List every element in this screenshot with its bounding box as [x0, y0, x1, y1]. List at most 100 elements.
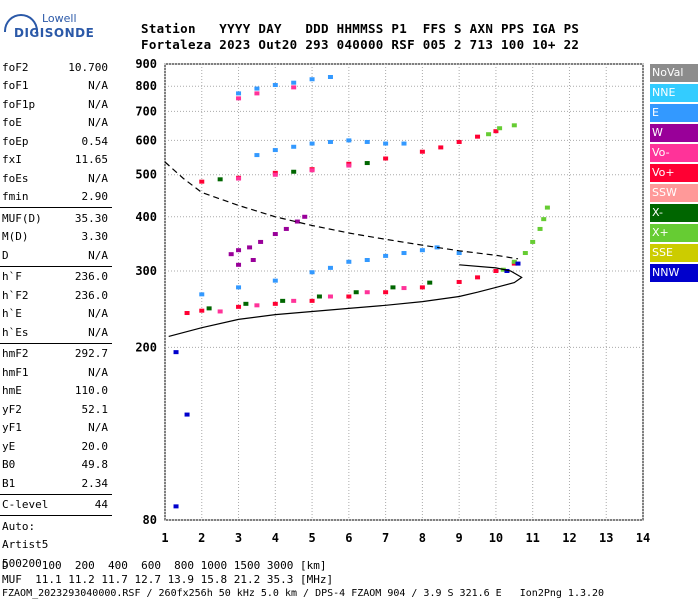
data-point: [511, 123, 517, 128]
data-point: [401, 286, 407, 291]
data-point: [199, 179, 205, 184]
data-point: [456, 139, 462, 144]
data-point: [250, 258, 256, 263]
legend-item: Vo-: [650, 144, 698, 162]
param-name: fmin: [2, 190, 29, 204]
digisonde-logo: Lowell DIGISONDE: [4, 10, 94, 44]
param-value: N/A: [88, 325, 108, 339]
plot-frame: [164, 63, 644, 521]
data-point: [254, 153, 260, 158]
data-point: [419, 285, 425, 290]
x-tick-label: 4: [272, 531, 279, 545]
data-point: [493, 268, 499, 273]
param-name: 500200: [2, 556, 42, 570]
data-point: [272, 148, 278, 153]
data-point: [316, 294, 322, 299]
x-tick-label: 7: [382, 531, 389, 545]
data-point: [228, 252, 234, 257]
data-point: [184, 311, 190, 316]
param-name: h`E: [2, 307, 22, 321]
data-point: [217, 177, 223, 182]
x-tick-label: 10: [489, 531, 503, 545]
param-row: foF1p N/A: [0, 95, 112, 114]
legend-item: NoVal: [650, 64, 698, 82]
dashed-curve: [164, 161, 519, 260]
data-point: [184, 412, 190, 417]
legend-item: SSW: [650, 184, 698, 202]
param-separator: [0, 493, 112, 495]
data-point: [364, 139, 370, 144]
x-tick-label: 6: [345, 531, 352, 545]
x-tick-label: 11: [525, 531, 539, 545]
footer-line2: MUF 11.1 11.2 11.7 12.7 13.9 15.8 21.2 3…: [2, 573, 334, 586]
data-point: [456, 251, 462, 256]
param-name: foF1: [2, 79, 29, 93]
legend-item: E: [650, 104, 698, 122]
data-point: [254, 303, 260, 308]
header-line2: Fortaleza 2023 Out20 293 040000 RSF 005 …: [141, 37, 580, 52]
data-point: [291, 169, 297, 174]
data-point: [236, 248, 242, 253]
data-point: [541, 217, 547, 222]
param-value: 10.700: [68, 60, 108, 74]
data-point: [346, 259, 352, 264]
param-value: 236.0: [74, 270, 108, 284]
param-value: 0.54: [81, 134, 109, 148]
data-point: [173, 504, 179, 509]
param-row: M(D) 3.30: [0, 228, 112, 247]
axis-ticks: 1 2 3 4 5 6 7 8 9 10 11 12 13 14802003004005006007008…: [135, 57, 650, 545]
param-row: yF2 52.1: [0, 400, 112, 419]
data-point: [327, 74, 333, 79]
param-value: N/A: [88, 171, 108, 185]
data-point: [309, 168, 315, 173]
y-tick-label: 600: [135, 133, 157, 147]
param-row: h`Es N/A: [0, 323, 112, 342]
data-point: [258, 239, 264, 244]
param-row: fxI 11.65: [0, 151, 112, 170]
param-value: N/A: [88, 307, 108, 321]
data-point: [475, 134, 481, 139]
legend-item: NNW: [650, 264, 698, 282]
param-row: MUF(D) 35.30: [0, 209, 112, 228]
param-name: foE: [2, 116, 22, 130]
data-point: [364, 290, 370, 295]
param-row: hmF1 N/A: [0, 363, 112, 382]
param-name: M(D): [2, 230, 29, 244]
legend-item: W: [650, 124, 698, 142]
data-point: [537, 226, 543, 231]
data-point: [456, 279, 462, 284]
param-name: fxI: [2, 153, 22, 167]
data-point: [475, 275, 481, 280]
param-name: h`Es: [2, 325, 29, 339]
param-row: foEs N/A: [0, 169, 112, 188]
param-separator: [0, 342, 112, 344]
param-name: D: [2, 248, 9, 262]
data-point: [427, 280, 433, 285]
legend-item: X-: [650, 204, 698, 222]
data-point: [438, 145, 444, 150]
header-line1: Station YYYY DAY DDD HHMMSS P1 FFS S AXN…: [141, 21, 580, 36]
logo-line2: DIGISONDE: [14, 26, 95, 40]
param-value: 35.30: [74, 211, 108, 225]
y-tick-label: 200: [135, 340, 157, 354]
data-point: [272, 232, 278, 237]
data-point: [291, 80, 297, 85]
data-point: [236, 96, 242, 101]
param-value: 52.1: [81, 402, 109, 416]
param-row: h`E N/A: [0, 305, 112, 324]
param-row: D N/A: [0, 246, 112, 265]
param-row: foEp 0.54: [0, 132, 112, 151]
data-point: [291, 144, 297, 149]
param-value: N/A: [88, 116, 108, 130]
param-name: Auto:: [2, 519, 36, 533]
data-point: [383, 290, 389, 295]
logo-line1: Lowell: [42, 12, 77, 25]
data-point: [346, 294, 352, 299]
data-point: [530, 239, 536, 244]
param-name: foEs: [2, 171, 29, 185]
y-tick-label: 400: [135, 210, 157, 224]
x-tick-label: 1: [161, 531, 168, 545]
data-point: [353, 290, 359, 295]
param-value: 236.0: [74, 288, 108, 302]
param-row: h`F2 236.0: [0, 286, 112, 305]
